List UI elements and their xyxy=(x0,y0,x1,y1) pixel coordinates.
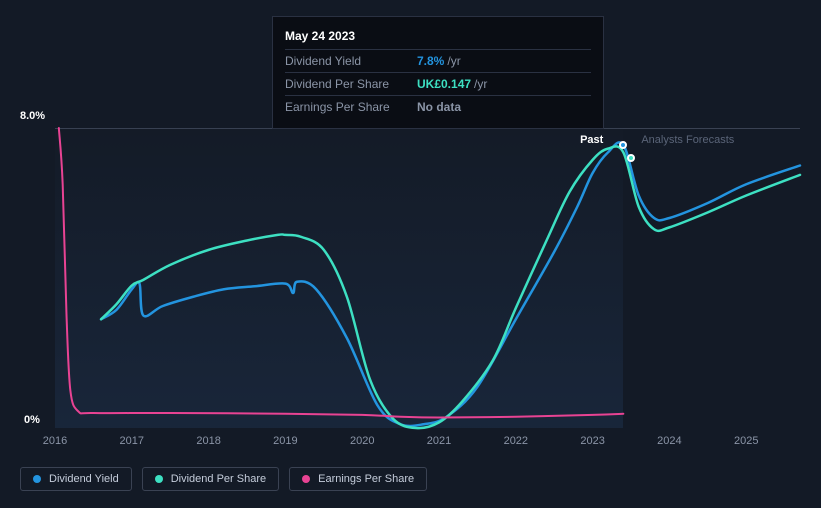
legend-dot-icon xyxy=(33,475,41,483)
y-axis-min: 0% xyxy=(24,414,40,426)
tooltip-row-label: Earnings Per Share xyxy=(285,100,417,114)
series-line xyxy=(101,142,800,426)
legend-label: Dividend Per Share xyxy=(171,473,266,485)
legend-label: Dividend Yield xyxy=(49,473,119,485)
legend-item[interactable]: Earnings Per Share xyxy=(289,467,427,491)
x-axis-tick: 2022 xyxy=(504,435,528,447)
series-line xyxy=(59,128,624,418)
x-axis-tick: 2024 xyxy=(657,435,681,447)
chart-tooltip: May 24 2023 Dividend Yield7.8%/yrDividen… xyxy=(272,16,604,129)
series-line xyxy=(101,146,800,428)
x-axis-tick: 2016 xyxy=(43,435,67,447)
tooltip-row-value: 7.8%/yr xyxy=(417,54,461,68)
legend-dot-icon xyxy=(302,475,310,483)
x-axis-tick: 2023 xyxy=(580,435,604,447)
tooltip-date: May 24 2023 xyxy=(285,25,591,50)
tooltip-row: Earnings Per ShareNo data xyxy=(285,96,591,118)
tooltip-row-value: No data xyxy=(417,100,461,114)
legend-item[interactable]: Dividend Per Share xyxy=(142,467,279,491)
tooltip-row-unit: /yr xyxy=(447,54,460,68)
tooltip-rows: Dividend Yield7.8%/yrDividend Per ShareU… xyxy=(285,50,591,118)
legend-label: Earnings Per Share xyxy=(318,473,414,485)
tooltip-row-label: Dividend Per Share xyxy=(285,77,417,91)
plot-area[interactable] xyxy=(55,128,800,428)
legend-dot-icon xyxy=(155,475,163,483)
tooltip-row-value: UK£0.147/yr xyxy=(417,77,487,91)
tooltip-row-unit: /yr xyxy=(474,77,487,91)
x-axis-tick: 2017 xyxy=(120,435,144,447)
x-axis-tick: 2025 xyxy=(734,435,758,447)
line-marker xyxy=(627,154,635,162)
x-axis-tick: 2020 xyxy=(350,435,374,447)
dividend-chart: 8.0% 0% Past Analysts Forecasts 20162017… xyxy=(20,108,805,453)
x-axis-tick: 2018 xyxy=(196,435,220,447)
tooltip-row-label: Dividend Yield xyxy=(285,54,417,68)
tooltip-row: Dividend Yield7.8%/yr xyxy=(285,50,591,73)
x-axis-tick: 2019 xyxy=(273,435,297,447)
y-axis-max: 8.0% xyxy=(20,110,45,122)
chart-lines xyxy=(55,128,800,428)
x-axis-tick: 2021 xyxy=(427,435,451,447)
chart-legend: Dividend Yield Dividend Per Share Earnings… xyxy=(20,467,427,491)
line-marker xyxy=(619,141,627,149)
legend-item[interactable]: Dividend Yield xyxy=(20,467,132,491)
tooltip-row: Dividend Per ShareUK£0.147/yr xyxy=(285,73,591,96)
